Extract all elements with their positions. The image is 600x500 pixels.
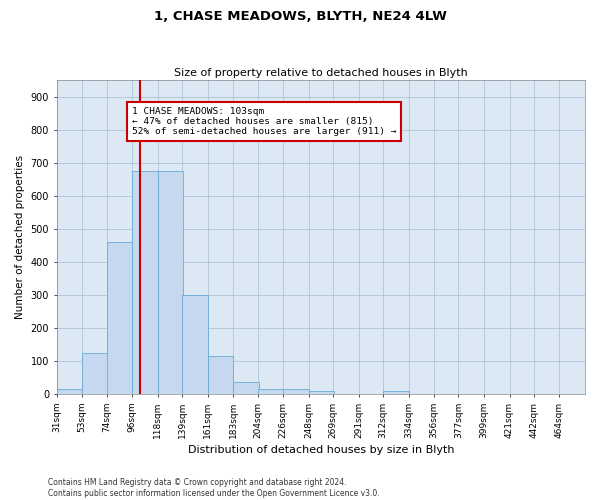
Bar [208, 356, 233, 394]
Bar [107, 242, 132, 394]
Text: 1, CHASE MEADOWS, BLYTH, NE24 4LW: 1, CHASE MEADOWS, BLYTH, NE24 4LW [154, 10, 446, 23]
Bar [257, 389, 283, 394]
Bar [383, 390, 409, 394]
Text: 1 CHASE MEADOWS: 103sqm
← 47% of detached houses are smaller (815)
52% of semi-d: 1 CHASE MEADOWS: 103sqm ← 47% of detache… [132, 106, 397, 136]
Bar [182, 295, 208, 394]
Text: Contains HM Land Registry data © Crown copyright and database right 2024.
Contai: Contains HM Land Registry data © Crown c… [48, 478, 380, 498]
X-axis label: Distribution of detached houses by size in Blyth: Distribution of detached houses by size … [188, 445, 454, 455]
Bar [308, 390, 334, 394]
Bar [283, 389, 308, 394]
Y-axis label: Number of detached properties: Number of detached properties [15, 155, 25, 319]
Bar [82, 352, 108, 394]
Bar [233, 382, 259, 394]
Title: Size of property relative to detached houses in Blyth: Size of property relative to detached ho… [174, 68, 468, 78]
Bar [158, 171, 183, 394]
Bar [132, 171, 158, 394]
Bar [56, 389, 82, 394]
